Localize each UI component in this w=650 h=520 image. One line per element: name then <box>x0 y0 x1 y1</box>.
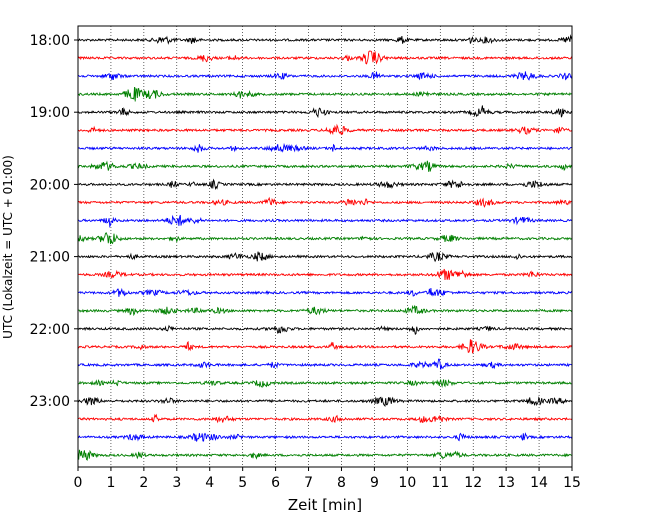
trace-line <box>77 71 573 81</box>
trace-line <box>77 268 573 280</box>
y-tick-label: 19:00 <box>30 105 70 121</box>
trace-line <box>77 196 573 208</box>
y-tick-label: 20:00 <box>30 177 70 193</box>
x-axis-label: Zeit [min] <box>288 496 362 514</box>
trace-line <box>77 413 573 424</box>
y-tick-label: 21:00 <box>30 250 70 266</box>
y-tick-label: 18:00 <box>30 33 70 49</box>
x-tick-label: 12 <box>464 475 482 491</box>
y-axis: 18:00 19:00 20:00 21:00 22:00 23:00 <box>30 33 78 410</box>
x-tick-label: 2 <box>139 475 148 491</box>
trace-group <box>77 34 573 461</box>
trace-line <box>77 304 573 317</box>
trace-line <box>77 358 573 370</box>
x-tick-label: 4 <box>205 475 214 491</box>
trace-line <box>77 50 573 65</box>
trace-line <box>77 339 573 354</box>
x-tick-label: 1 <box>106 475 115 491</box>
plot-frame <box>77 25 573 468</box>
trace-line <box>77 105 573 119</box>
x-tick-label: 3 <box>172 475 181 491</box>
trace-line <box>77 324 573 336</box>
x-axis: 0 1 2 3 4 5 6 7 8 9 10 11 12 13 14 15 <box>74 467 581 491</box>
trace-line <box>77 378 573 389</box>
x-tick-label: 6 <box>271 475 280 491</box>
trace-line <box>77 160 573 172</box>
trace-line <box>77 396 573 407</box>
x-tick-label: 13 <box>497 475 515 491</box>
trace-line <box>77 142 573 153</box>
x-tick-label: 5 <box>238 475 247 491</box>
trace-line <box>77 287 573 297</box>
trace-line <box>77 87 573 102</box>
x-tick-label: 0 <box>74 475 83 491</box>
trace-line <box>77 232 573 245</box>
x-tick-label: 7 <box>304 475 313 491</box>
x-tick-label: 11 <box>431 475 449 491</box>
x-tick-label: 8 <box>337 475 346 491</box>
trace-line <box>77 449 573 461</box>
x-tick-label: 9 <box>370 475 379 491</box>
y-tick-label: 22:00 <box>30 322 70 338</box>
y-tick-label: 23:00 <box>30 394 70 410</box>
trace-line <box>77 123 573 136</box>
x-tick-label: 14 <box>530 475 548 491</box>
trace-line <box>77 251 573 263</box>
x-tick-label: 10 <box>398 475 416 491</box>
trace-line <box>77 432 573 442</box>
x-tick-label: 15 <box>563 475 581 491</box>
trace-line <box>77 214 573 228</box>
y-axis-label: UTC (Lokalzeit = UTC + 01:00) <box>1 155 15 339</box>
trace-line <box>77 178 573 191</box>
trace-line <box>77 34 573 45</box>
